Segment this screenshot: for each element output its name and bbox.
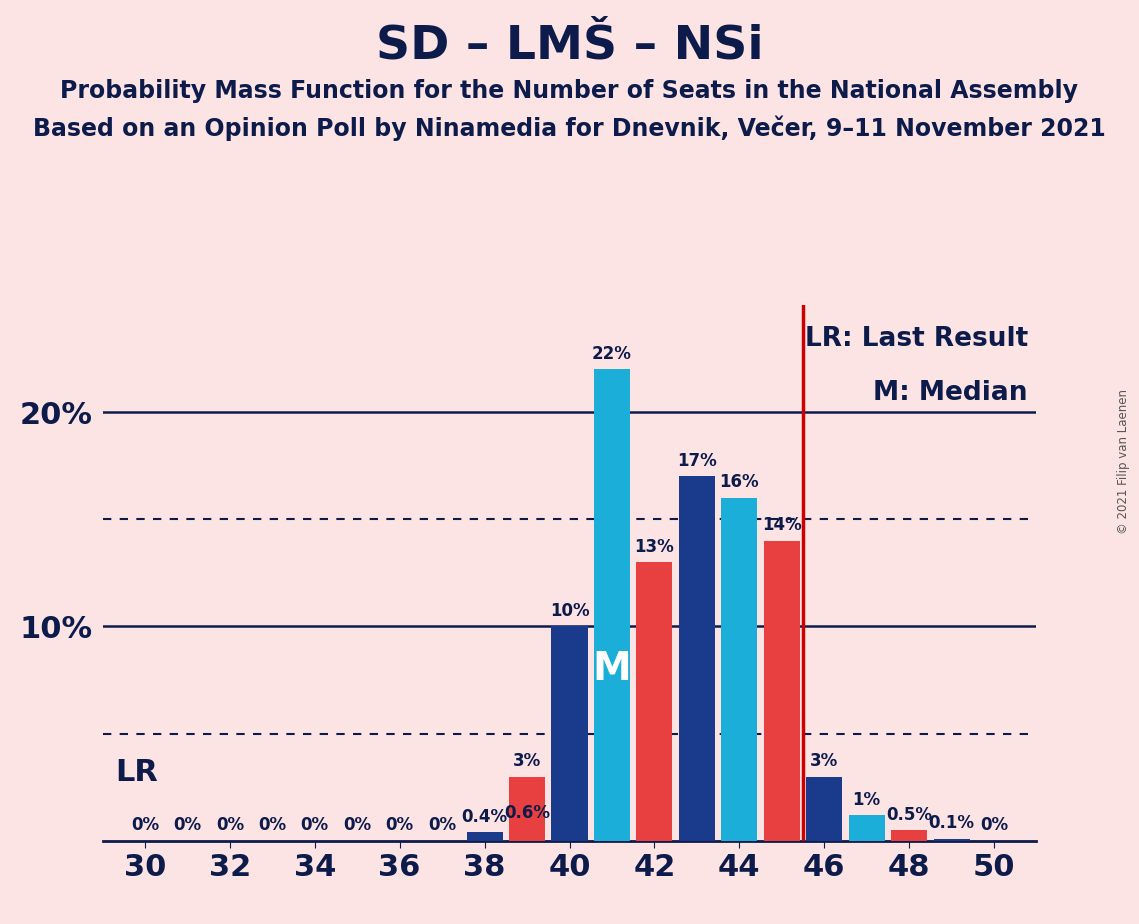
Text: SD – LMŠ – NSi: SD – LMŠ – NSi: [376, 23, 763, 68]
Text: 1%: 1%: [853, 791, 880, 808]
Text: Based on an Opinion Poll by Ninamedia for Dnevnik, Večer, 9–11 November 2021: Based on an Opinion Poll by Ninamedia fo…: [33, 116, 1106, 141]
Text: 17%: 17%: [677, 452, 716, 470]
Text: Probability Mass Function for the Number of Seats in the National Assembly: Probability Mass Function for the Number…: [60, 79, 1079, 103]
Text: 0.6%: 0.6%: [505, 804, 550, 821]
Text: 0%: 0%: [386, 817, 413, 834]
Text: 0%: 0%: [131, 817, 159, 834]
Bar: [593, 370, 630, 841]
Text: 0%: 0%: [301, 817, 329, 834]
Text: 0%: 0%: [343, 817, 371, 834]
Text: 3%: 3%: [513, 752, 541, 770]
Text: LR: LR: [115, 759, 158, 787]
Text: 13%: 13%: [634, 538, 674, 555]
Bar: [467, 833, 502, 841]
Text: 22%: 22%: [592, 345, 632, 363]
Text: 3%: 3%: [810, 752, 838, 770]
Text: 0%: 0%: [259, 817, 286, 834]
Text: 0%: 0%: [980, 817, 1008, 834]
Bar: [806, 776, 842, 841]
Text: 16%: 16%: [720, 473, 759, 492]
Bar: [764, 541, 800, 841]
Text: 0.5%: 0.5%: [886, 806, 932, 823]
Text: 0.1%: 0.1%: [928, 814, 975, 833]
Text: 0%: 0%: [173, 817, 202, 834]
Text: LR: Last Result: LR: Last Result: [805, 326, 1029, 352]
Text: 0%: 0%: [215, 817, 244, 834]
Text: M: M: [592, 650, 631, 688]
Text: 14%: 14%: [762, 517, 802, 534]
Bar: [637, 562, 672, 841]
Bar: [721, 498, 757, 841]
Text: 0.4%: 0.4%: [461, 808, 508, 826]
Text: 0%: 0%: [428, 817, 457, 834]
Bar: [891, 830, 927, 841]
Bar: [679, 477, 715, 841]
Text: © 2021 Filip van Laenen: © 2021 Filip van Laenen: [1117, 390, 1130, 534]
Text: 10%: 10%: [550, 602, 589, 620]
Bar: [849, 815, 885, 841]
Bar: [551, 626, 588, 841]
Bar: [509, 828, 546, 841]
Bar: [509, 776, 546, 841]
Bar: [934, 839, 969, 841]
Text: M: Median: M: Median: [874, 380, 1029, 406]
